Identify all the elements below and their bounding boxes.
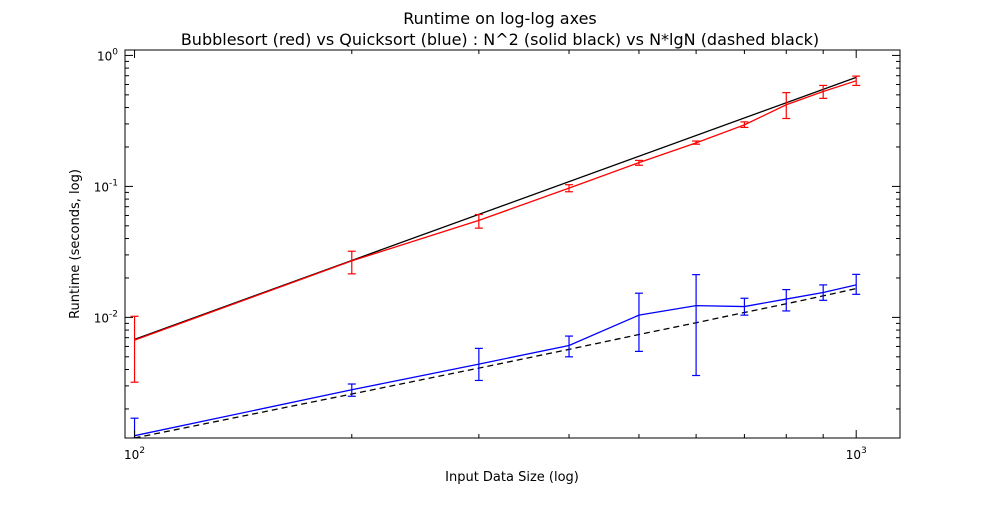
series-3 <box>130 273 861 438</box>
y-tick-label: 100 <box>97 47 118 63</box>
chart-title: Runtime on log-log axes <box>403 9 597 28</box>
y-tick-label: 10-2 <box>94 309 118 325</box>
x-tick-label: 102 <box>124 446 145 462</box>
x-tick-label: 103 <box>846 446 867 462</box>
series-1 <box>134 287 857 438</box>
series-1-line <box>134 287 857 438</box>
chart-subtitle: Bubblesort (red) vs Quicksort (blue) : N… <box>181 30 819 49</box>
series-3-line <box>134 284 857 437</box>
plot-frame <box>124 49 901 439</box>
y-axis-label: Runtime (seconds, log) <box>68 169 83 319</box>
series-2-line <box>134 80 857 341</box>
x-axis-label: Input Data Size (log) <box>445 470 579 485</box>
y-tick-label: 10-1 <box>94 178 118 194</box>
series-2 <box>130 75 861 383</box>
ticks-layer: 102 103 10-2 10-1 100 <box>94 47 900 462</box>
series-layer <box>130 75 861 438</box>
